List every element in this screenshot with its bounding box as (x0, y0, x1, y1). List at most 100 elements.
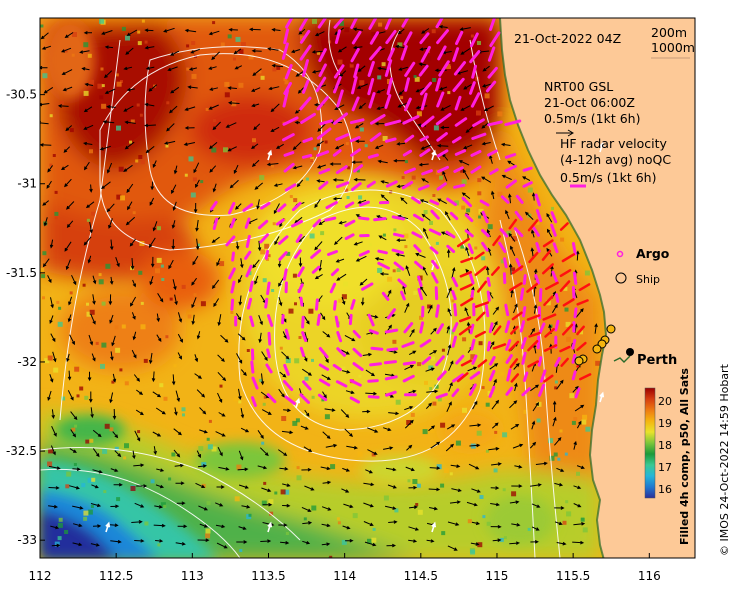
hf-arrow (418, 64, 429, 77)
gsl-arrow (362, 352, 373, 357)
hf-arrow (291, 201, 302, 212)
hf-arrow (489, 355, 496, 366)
gsl-arrow (173, 165, 178, 175)
hf-arrow (504, 119, 522, 127)
red-arrow (543, 295, 554, 307)
hf-arrow (464, 229, 474, 238)
gsl-arrow (195, 219, 199, 232)
gsl-arrow (260, 539, 272, 543)
hf-arrow (487, 46, 496, 62)
hf-arrow (486, 277, 491, 287)
hf-arrow (505, 386, 514, 396)
hf-arrow (367, 153, 379, 159)
hf-arrow (284, 395, 296, 405)
gsl-arrow (355, 255, 367, 262)
red-arrow (460, 256, 474, 264)
gsl-arrow (572, 385, 579, 393)
gsl-arrow (351, 160, 363, 164)
gsl-arrow (509, 541, 521, 545)
hf-arrow (335, 380, 348, 388)
hf-arrow (385, 29, 397, 45)
gsl-arrow (177, 312, 183, 323)
hf-arrow (319, 119, 333, 126)
gsl-arrow (92, 294, 96, 305)
gsl-arrow (209, 165, 217, 173)
gsl-arrow (576, 420, 582, 429)
hf-arrow (520, 337, 527, 350)
gsl-arrow (485, 266, 490, 275)
hf-arrow (384, 94, 392, 109)
hf-arrow (302, 79, 310, 94)
gsl-arrow (297, 87, 305, 94)
gsl-arrow (376, 89, 385, 94)
gsl-arrow (64, 241, 72, 252)
hf-arrow (212, 217, 219, 230)
gsl-arrow (123, 105, 134, 112)
gsl-arrow (148, 84, 158, 92)
red-arrow (559, 280, 571, 292)
gsl-arrow (217, 392, 223, 404)
gsl-arrow (514, 465, 523, 469)
hf-arrow (333, 18, 346, 29)
gsl-arrow (353, 177, 366, 182)
gsl-arrow (460, 105, 471, 111)
hf-arrow (393, 261, 405, 271)
hf-arrow (436, 182, 447, 191)
gsl-arrow (337, 46, 347, 53)
hf-arrow (453, 183, 466, 189)
hf-arrow (402, 149, 413, 157)
gsl-arrow (49, 239, 54, 249)
contour-200m-label: 200m (651, 25, 687, 40)
perth-marker (626, 348, 634, 356)
gsl-arrow (301, 506, 312, 512)
gsl-arrow (152, 431, 162, 437)
hf-arrow (436, 132, 448, 142)
gsl-arrow (483, 105, 494, 111)
gsl-arrow (234, 65, 243, 70)
gsl-arrow (430, 441, 441, 449)
gsl-arrow (395, 252, 405, 257)
gsl-arrow (92, 469, 103, 474)
gsl-arrow (317, 123, 326, 133)
gsl-arrow (301, 467, 312, 472)
gsl-arrow (512, 443, 524, 449)
gsl-arrow (341, 488, 350, 493)
hf-arrow (369, 31, 380, 45)
gsl-arrow (92, 448, 100, 458)
gsl-arrow (341, 370, 351, 374)
gsl-arrow (397, 28, 405, 35)
hf-arrow (435, 112, 452, 126)
hf-arrow (452, 373, 464, 383)
hf-arrow (366, 180, 376, 188)
hf-arrow (283, 28, 290, 45)
gsl-arrow (530, 327, 535, 336)
colorbar-tick-label: 20 (658, 395, 672, 408)
hf-arrow (230, 280, 236, 294)
gsl-arrow (481, 83, 492, 88)
hf-arrow (470, 165, 482, 174)
gsl-arrow (123, 164, 133, 172)
x-tick-label: 112 (29, 569, 52, 583)
hf-arrow (451, 276, 459, 288)
red-arrow (559, 269, 572, 278)
gsl-arrow (359, 278, 368, 286)
hf-arrow (554, 357, 561, 368)
gsl-arrow (298, 28, 306, 35)
hf-arrow (352, 347, 363, 358)
gsl-arrow (171, 220, 176, 229)
gsl-arrow (260, 373, 265, 386)
gsl-arrow (511, 523, 521, 527)
gsl-arrow (421, 28, 430, 34)
gsl-arrow (40, 121, 49, 125)
hf-arrow (332, 363, 342, 371)
gsl-arrow (353, 241, 363, 246)
gsl-arrow (131, 349, 137, 359)
timestamp-label: 21-Oct-2022 04Z (514, 31, 621, 46)
hf-arrow (411, 196, 421, 205)
gsl-arrow (83, 236, 92, 246)
red-arrow (508, 340, 520, 352)
gsl-arrow (446, 248, 451, 258)
gsl-arrow (238, 388, 242, 401)
gsl-arrow (47, 165, 54, 173)
gsl-arrow (69, 448, 77, 453)
